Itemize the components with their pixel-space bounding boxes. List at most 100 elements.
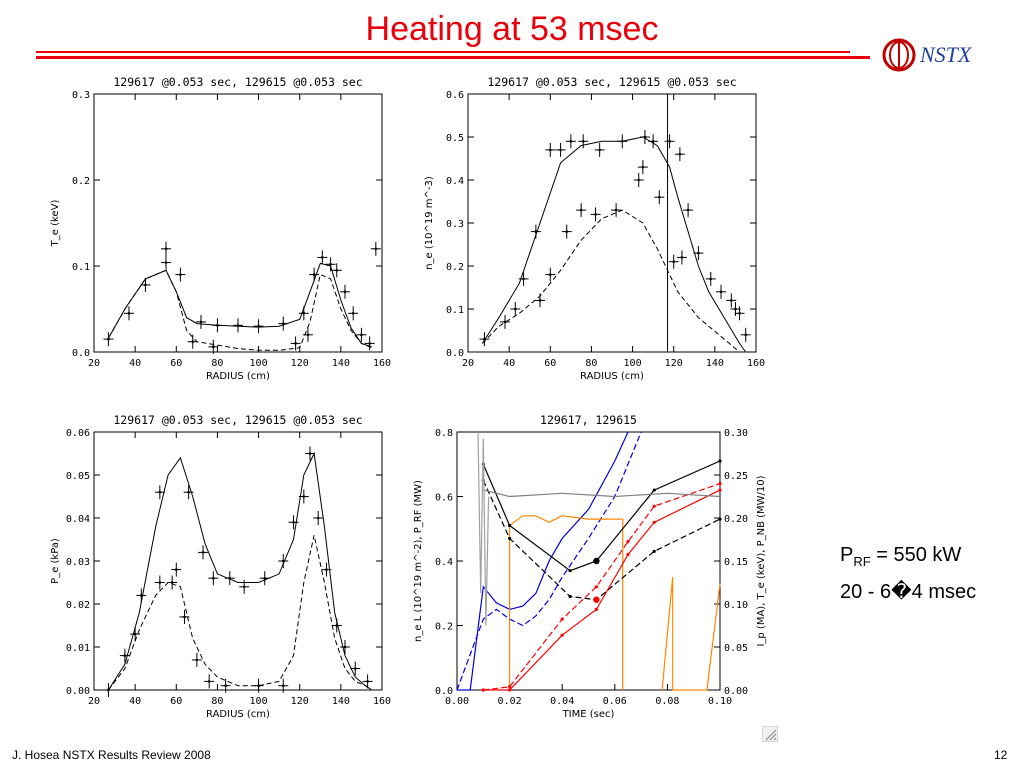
y-tick-right-label: 0.25 (724, 471, 748, 482)
pe-profile-chart: 129617 @0.053 sec, 129615 @0.053 sec 20 40… (40, 406, 390, 736)
data-point (165, 261, 168, 264)
data-point (313, 273, 316, 276)
x-tick-label: 20 (88, 696, 100, 707)
y-tick-label: 0.03 (66, 557, 90, 568)
data-point (549, 273, 552, 276)
data-point (257, 325, 260, 328)
resize-handle-icon[interactable] (762, 726, 778, 742)
x-tick-label: 140 (332, 358, 350, 369)
trace-line-5 (483, 480, 720, 599)
trace-point (653, 505, 656, 508)
trace-line-3 (662, 577, 720, 690)
data-point (303, 312, 306, 315)
y-tick-label: 0.06 (66, 428, 90, 439)
data-point (539, 299, 542, 302)
y-tick-label: 0.4 (435, 557, 453, 568)
data-point (282, 322, 285, 325)
y-axis-label: P_e (kPa) (50, 538, 61, 584)
x-tick-label: 0.06 (603, 696, 627, 707)
series-line-1 (108, 535, 371, 690)
data-point (187, 491, 190, 494)
data-point (335, 624, 338, 627)
data-point (642, 166, 645, 169)
trace-point (653, 488, 656, 491)
data-point (522, 278, 525, 281)
data-point (228, 577, 231, 580)
data-point (321, 256, 324, 259)
data-point (565, 230, 568, 233)
logo-text: NSTX (920, 42, 971, 68)
data-point (124, 654, 127, 657)
data-point (317, 517, 320, 520)
trace-point (595, 585, 598, 588)
x-axis-label: TIME (sec) (562, 709, 615, 720)
data-point (580, 209, 583, 212)
x-tick-label: 60 (170, 696, 182, 707)
trace-line-7 (483, 484, 720, 690)
x-tick-label: 0.00 (445, 696, 469, 707)
trace-point (718, 517, 721, 520)
trace-line-9 (478, 432, 489, 626)
y-tick-label: 0.3 (446, 219, 464, 230)
rf-time-window: 20 - 6�4 msec (840, 577, 976, 607)
data-point (360, 334, 363, 337)
y-tick-label: 0.5 (446, 133, 464, 144)
trace-point (653, 550, 656, 553)
trace-point (508, 537, 511, 540)
data-point (730, 299, 733, 302)
x-tick-label: 120 (665, 358, 683, 369)
data-point (263, 577, 266, 580)
y-tick-label: 0.0 (72, 348, 90, 359)
footer-credit: J. Hosea NSTX Results Review 2008 (12, 748, 211, 762)
data-point (292, 521, 295, 524)
data-point (303, 495, 306, 498)
data-point (570, 140, 573, 143)
rf-power-label: PRF = 550 kW (840, 540, 976, 577)
data-point (200, 321, 203, 324)
x-tick-label: 100 (624, 358, 642, 369)
x-axis-label: RADIUS (cm) (206, 709, 270, 720)
data-point (354, 667, 357, 670)
data-point (179, 273, 182, 276)
y-tick-right-label: 0.00 (724, 686, 748, 697)
data-point (652, 140, 655, 143)
y-axis-label: n_e (10^19 m^-3) (424, 176, 435, 270)
data-point (171, 581, 174, 584)
data-point (709, 278, 712, 281)
te-profile-chart: 129617 @0.053 sec, 129615 @0.053 sec 20 40… (40, 68, 390, 398)
data-point (687, 209, 690, 212)
time-marker (593, 558, 599, 564)
y-axis-label: T_e (keV) (50, 200, 61, 248)
nstx-logo-icon (882, 38, 916, 72)
data-point (514, 308, 517, 311)
rf-power-p: P (840, 544, 853, 566)
data-point (175, 568, 178, 571)
series-line-0 (108, 263, 371, 346)
rf-power-sub: RF (853, 554, 870, 569)
data-point (504, 321, 507, 324)
y-axis-label-right: I_p (MA), T_e (keV), P_NB (MW/10) (756, 475, 767, 646)
data-point (183, 616, 186, 619)
data-point (309, 452, 312, 455)
y-tick-label: 0.04 (66, 514, 90, 525)
plot-frame (457, 432, 720, 690)
slide-title: Heating at 53 msec (0, 10, 1024, 49)
trace-point (508, 685, 511, 688)
y-tick-right-label: 0.30 (724, 428, 748, 439)
y-tick-label: 0.05 (66, 471, 90, 482)
data-point (644, 136, 647, 139)
data-point (294, 342, 297, 345)
chart-title: 129617, 129615 (540, 413, 637, 427)
data-point (243, 586, 246, 589)
data-point (672, 260, 675, 263)
x-tick-label: 140 (706, 358, 724, 369)
trace-point (718, 459, 721, 462)
data-point (107, 689, 110, 692)
data-point (257, 684, 260, 687)
x-tick-label: 60 (170, 358, 182, 369)
data-point (344, 291, 347, 294)
data-point (366, 680, 369, 683)
y-tick-label: 0.2 (435, 622, 453, 633)
y-tick-right-label: 0.20 (724, 514, 748, 525)
series-line-1 (482, 210, 739, 352)
